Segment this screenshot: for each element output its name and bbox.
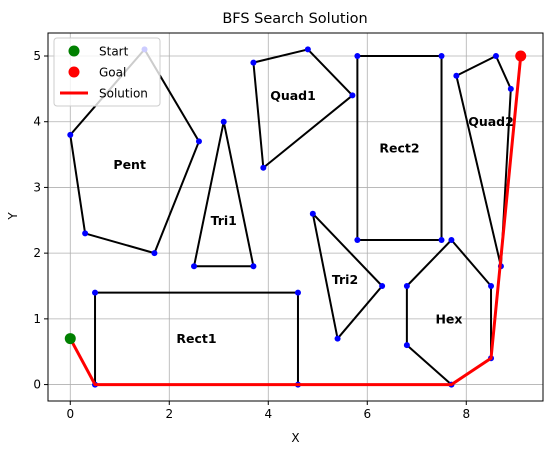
legend-label-solution: Solution [99, 87, 148, 101]
vertex-point [310, 211, 316, 217]
vertex-point [250, 263, 256, 269]
x-tick-label: 0 [66, 407, 74, 421]
vertex-point [439, 237, 445, 243]
vertex-point [151, 250, 157, 256]
obstacle-tri1 [194, 122, 253, 267]
obstacle-label-quad1: Quad1 [270, 88, 316, 103]
legend-label-goal: Goal [99, 66, 126, 80]
y-tick-label: 2 [33, 246, 41, 260]
vertex-point [221, 119, 227, 125]
obstacle-label-quad2: Quad2 [468, 114, 514, 129]
vertex-point [196, 138, 202, 144]
x-tick-label: 2 [165, 407, 173, 421]
obstacle-label-hex: Hex [435, 311, 462, 326]
x-tick-label: 8 [462, 407, 470, 421]
vertex-point [404, 283, 410, 289]
obstacle-label-pent: Pent [113, 157, 146, 172]
vertex-point [295, 290, 301, 296]
legend-marker-start [69, 46, 80, 57]
vertex-point [349, 92, 355, 98]
legend-label-start: Start [99, 45, 129, 59]
vertex-point [488, 283, 494, 289]
legend: Start Goal Solution [54, 38, 160, 106]
obstacle-label-rect2: Rect2 [379, 141, 419, 156]
obstacle-label-tri1: Tri1 [211, 213, 237, 228]
vertex-point [439, 53, 445, 59]
vertex-point [354, 237, 360, 243]
vertex-point [250, 60, 256, 66]
y-tick-label: 0 [33, 378, 41, 392]
vertex-point [260, 165, 266, 171]
vertex-point [354, 53, 360, 59]
vertex-point [448, 237, 454, 243]
vertex-point [92, 290, 98, 296]
x-tick-label: 6 [363, 407, 371, 421]
vertex-point [453, 73, 459, 79]
vertex-point [82, 230, 88, 236]
goal-marker [515, 51, 526, 62]
x-axis-label: X [291, 431, 299, 445]
vertex-point [191, 263, 197, 269]
y-tick-label: 4 [33, 115, 41, 129]
obstacle-label-rect1: Rect1 [176, 331, 216, 346]
y-axis-label: Y [6, 212, 20, 221]
vertex-point [404, 342, 410, 348]
vertex-point [335, 336, 341, 342]
y-tick-label: 5 [33, 49, 41, 63]
obstacle-label-tri2: Tri2 [332, 272, 358, 287]
legend-marker-goal [69, 67, 80, 78]
y-tick-label: 1 [33, 312, 41, 326]
vertex-point [67, 132, 73, 138]
chart-title: BFS Search Solution [222, 11, 367, 27]
vertex-point [493, 53, 499, 59]
x-tick-label: 4 [264, 407, 272, 421]
vertex-point [379, 283, 385, 289]
vertex-point [305, 46, 311, 52]
y-tick-label: 3 [33, 180, 41, 194]
vertex-point [508, 86, 514, 92]
start-marker [65, 333, 76, 344]
